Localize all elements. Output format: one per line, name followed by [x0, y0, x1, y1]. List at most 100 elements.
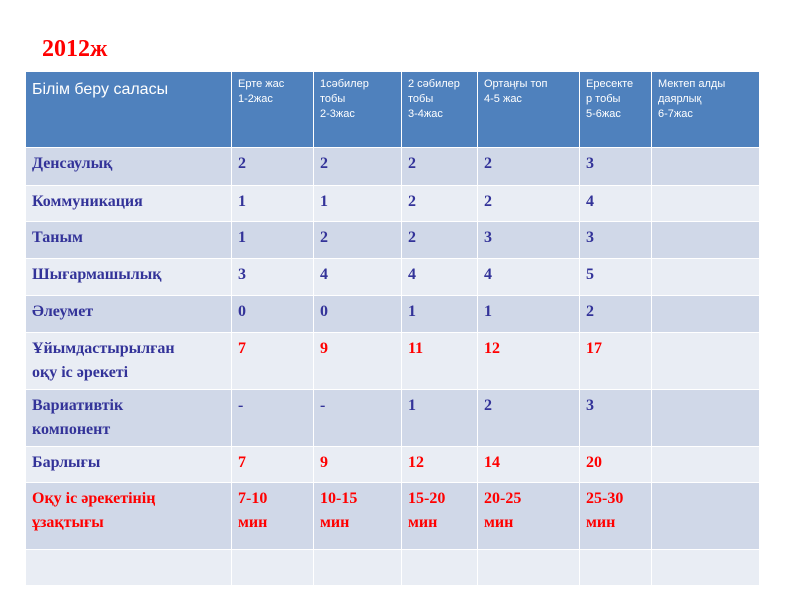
- table-cell: -: [231, 389, 314, 447]
- table-cell: 2: [401, 185, 478, 222]
- cell-text: 9: [320, 454, 328, 471]
- table-body: Денсаулық 2 2 2 2 3 Коммуникация 1 1 2 2 4 Таным 1 2 2 3…: [25, 147, 760, 586]
- table-cell: 2: [401, 221, 478, 259]
- table-cell: 14: [477, 446, 580, 483]
- table-row: Барлығы 7 9 12 14 20: [25, 446, 760, 483]
- table-cell: 1: [231, 185, 314, 222]
- cell-text: 15-20: [408, 490, 446, 507]
- cell-text: 3: [586, 155, 594, 172]
- cell-text: мин: [408, 514, 438, 531]
- cell-text: Мектеп алды: [658, 78, 726, 90]
- table-row: Коммуникация 1 1 2 2 4: [25, 185, 760, 222]
- table-cell: 1: [313, 185, 402, 222]
- row-label: Коммуникация: [25, 185, 232, 222]
- cell-text: 2: [238, 155, 246, 172]
- table-cell: [651, 446, 760, 483]
- row-label: Шығармашылық: [25, 258, 232, 296]
- cell-text: Вариативтік: [32, 397, 124, 414]
- table-cell: 4: [477, 258, 580, 296]
- table-cell: 25-30 мин: [579, 482, 652, 550]
- table-cell: 11: [401, 332, 478, 390]
- table-cell: 2: [477, 147, 580, 186]
- cell-text: 3-4жас: [408, 108, 443, 120]
- table-cell: 3: [231, 258, 314, 296]
- cell-text: 5-6жас: [586, 108, 621, 120]
- cell-text: мин: [320, 514, 350, 531]
- table-cell: [651, 549, 760, 586]
- row-label: Таным: [25, 221, 232, 259]
- table-cell: 12: [401, 446, 478, 483]
- cell-text: 20-25: [484, 490, 522, 507]
- cell-text: р тобы: [586, 93, 621, 105]
- cell-text: 4: [408, 266, 416, 283]
- cell-text: 20: [586, 454, 602, 471]
- table-cell: [651, 295, 760, 333]
- table-cell: 12: [477, 332, 580, 390]
- cell-text: 2: [408, 155, 416, 172]
- cell-text: Ерте жас: [238, 78, 285, 90]
- table-cell: 1: [401, 295, 478, 333]
- table-cell: 3: [477, 221, 580, 259]
- cell-text: компонент: [32, 421, 111, 438]
- table-cell: 15-20 мин: [401, 482, 478, 550]
- cell-text: 5: [586, 266, 594, 283]
- table-cell: 2: [313, 221, 402, 259]
- cell-text: 12: [408, 454, 424, 471]
- table-cell: 7: [231, 332, 314, 390]
- table-cell: 10-15 мин: [313, 482, 402, 550]
- cell-text: 1: [238, 229, 246, 246]
- cell-text: 9: [320, 340, 328, 357]
- cell-text: мин: [484, 514, 514, 531]
- table-cell: [477, 549, 580, 586]
- cell-text: 2-3жас: [320, 108, 355, 120]
- table-cell: [651, 221, 760, 259]
- cell-text: 3: [238, 266, 246, 283]
- cell-text: 6-7жас: [658, 108, 693, 120]
- table-cell: 17: [579, 332, 652, 390]
- table-cell: 2: [231, 147, 314, 186]
- table-row: Ұйымдастырылған оқу іс әрекеті 7 9 11 12 17: [25, 332, 760, 390]
- table-row: [25, 549, 760, 586]
- table-cell: 1: [401, 389, 478, 447]
- cell-text: 1сәбилер: [320, 78, 369, 90]
- table-cell: [651, 185, 760, 222]
- cell-text: 1: [408, 397, 416, 414]
- table-cell: [651, 258, 760, 296]
- cell-text: 2: [586, 303, 594, 320]
- table-cell: 2: [313, 147, 402, 186]
- cell-text: 7-10: [238, 490, 268, 507]
- cell-text: 14: [484, 454, 500, 471]
- cell-text: 2: [320, 155, 328, 172]
- cell-text: 0: [238, 303, 246, 320]
- cell-text: Ортаңғы топ: [484, 78, 548, 90]
- page-title: 2012ж: [42, 36, 108, 62]
- cell-text: Әлеумет: [32, 303, 94, 320]
- table-row: Оқу іс әрекетінің ұзақтығы 7-10 мин 10-15 мин…: [25, 482, 760, 550]
- header-age-group: Мектеп алды даярлық 6-7жас: [651, 71, 760, 148]
- cell-text: 2: [408, 193, 416, 210]
- table-row: Шығармашылық 3 4 4 4 5: [25, 258, 760, 296]
- table-cell: [651, 332, 760, 390]
- cell-text: 2: [320, 229, 328, 246]
- cell-text: Ересекте: [586, 78, 634, 90]
- cell-text: 17: [586, 340, 602, 357]
- header-age-group: Ерте жас 1-2жас: [231, 71, 314, 148]
- table-row: Әлеумет 0 0 1 1 2: [25, 295, 760, 333]
- table-cell: 9: [313, 332, 402, 390]
- cell-text: 2: [484, 397, 492, 414]
- cell-text: 4: [320, 266, 328, 283]
- cell-text: Таным: [32, 229, 83, 246]
- cell-text: 12: [484, 340, 500, 357]
- cell-text: 3: [484, 229, 492, 246]
- cell-text: оқу іс әрекеті: [32, 364, 129, 381]
- table-cell: [579, 549, 652, 586]
- cell-text: 1-2жас: [238, 93, 273, 105]
- cell-text: 11: [408, 340, 424, 357]
- cell-text: 1: [484, 303, 492, 320]
- cell-text: 1: [408, 303, 416, 320]
- table-cell: 2: [401, 147, 478, 186]
- cell-text: Шығармашылық: [32, 266, 162, 283]
- header-age-group: 2 сәбилер тобы 3-4жас: [401, 71, 478, 148]
- cell-text: 4: [586, 193, 594, 210]
- header-age-group: Ортаңғы топ 4-5 жас: [477, 71, 580, 148]
